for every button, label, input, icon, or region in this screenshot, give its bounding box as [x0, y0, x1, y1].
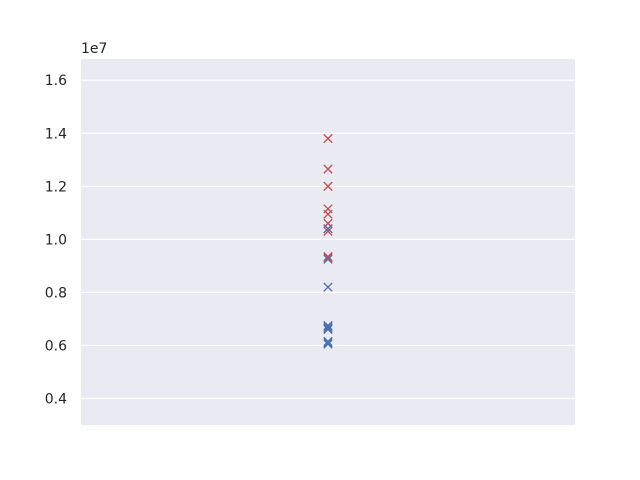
data-point-marker [323, 323, 333, 333]
data-point-marker [323, 254, 333, 264]
y-tick-label: 1.4 [45, 126, 67, 142]
y-tick-label: 0.6 [45, 338, 67, 354]
data-point-marker [323, 164, 333, 174]
y-scale-offset-label: 1e7 [81, 41, 107, 57]
data-point-marker [323, 282, 333, 292]
data-point-marker [323, 226, 333, 237]
y-tick-label: 1.2 [45, 179, 67, 195]
data-point-marker [323, 322, 333, 332]
data-point-marker [323, 181, 333, 191]
data-point-marker [323, 133, 333, 144]
plot-background [81, 59, 575, 425]
data-point-marker [323, 324, 333, 335]
data-point-marker [323, 251, 333, 262]
data-point-marker [323, 320, 333, 331]
y-tick-label: 0.8 [45, 285, 67, 301]
data-points [323, 133, 333, 349]
y-tick-labels: 0.4 0.6 0.8 1.0 1.2 1.4 1.6 [45, 73, 67, 407]
y-tick-label: 1.6 [45, 73, 67, 89]
data-point-marker [323, 338, 333, 348]
data-point-marker [323, 209, 333, 219]
data-point-marker [323, 224, 333, 234]
data-point-marker [323, 336, 333, 347]
data-point-marker [323, 339, 333, 349]
data-point-marker [323, 253, 333, 263]
y-tick-label: 1.0 [45, 232, 67, 248]
y-tick-label: 0.4 [45, 391, 67, 407]
